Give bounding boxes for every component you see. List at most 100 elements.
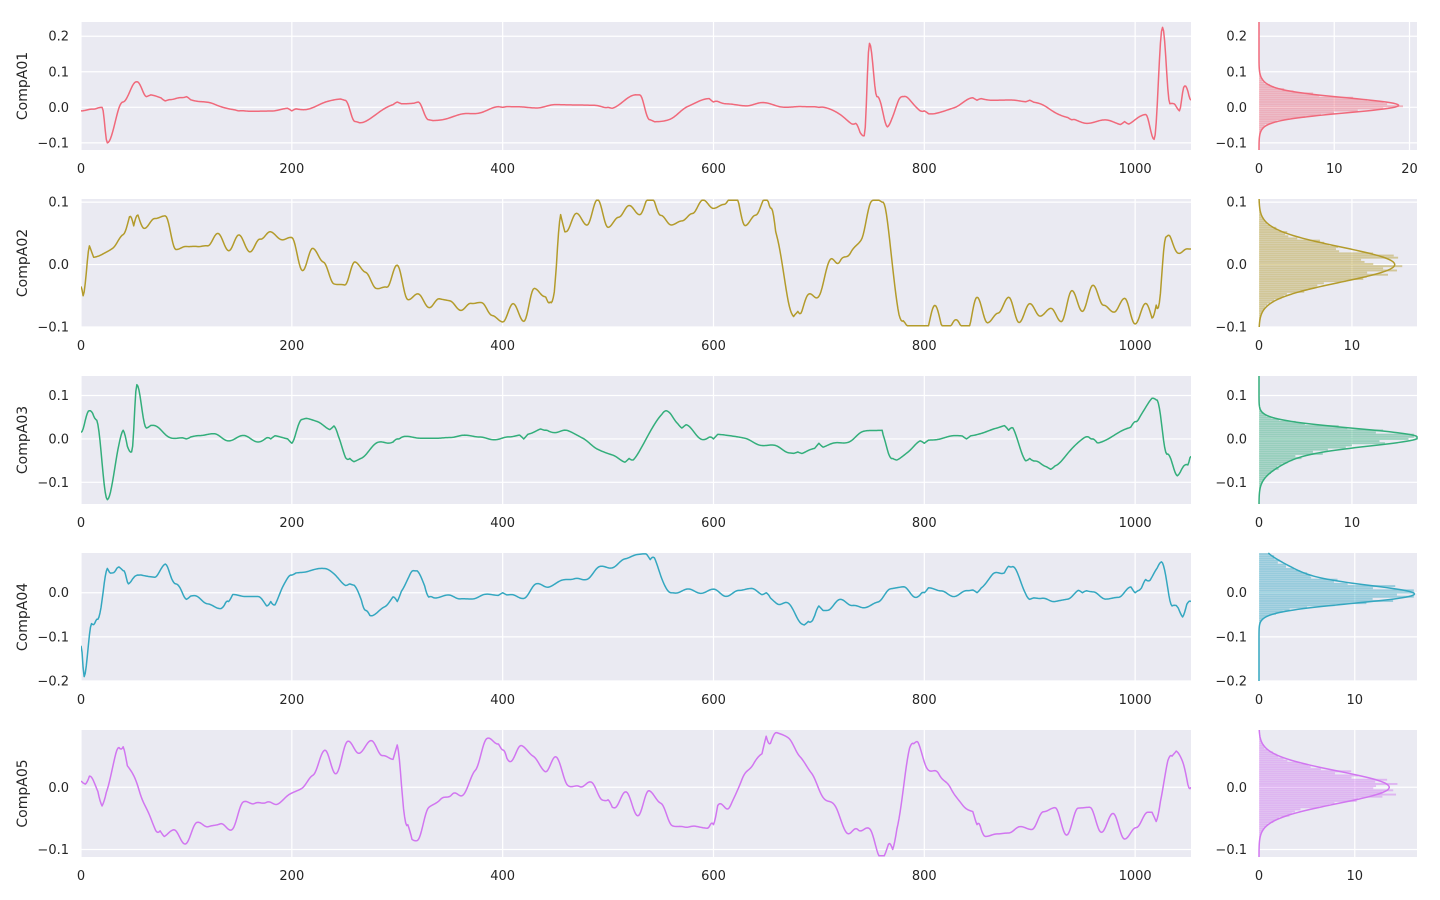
- hist-bar: [1259, 437, 1409, 440]
- hist-y-tick-label: −0.2: [1215, 675, 1247, 690]
- hist-bar: [1259, 553, 1270, 556]
- hist-bar: [1259, 614, 1268, 617]
- hist-bar: [1259, 246, 1339, 248]
- hist-panel-compa01: 0 10 20 −0.1 0.0 0.1 0.2: [1215, 22, 1418, 177]
- hist-bar: [1259, 608, 1290, 611]
- hist-bar: [1259, 763, 1309, 766]
- panel-compa02: 0 200 400 600 800 1000 −0.1 0.0 0.1 CompA02: [15, 196, 1191, 354]
- hist-bar: [1259, 252, 1374, 255]
- hist-bar: [1259, 431, 1376, 434]
- hist-bar: [1259, 759, 1288, 762]
- hist-bar: [1259, 440, 1380, 443]
- hist-bar: [1259, 111, 1335, 114]
- hist-bar: [1259, 563, 1287, 566]
- hist-bar: [1259, 90, 1294, 93]
- hist-bar: [1259, 92, 1314, 95]
- y-tick-label: −0.1: [37, 843, 69, 858]
- x-tick-label: 1000: [1119, 869, 1152, 884]
- hist-bar: [1259, 307, 1265, 310]
- hist-bar: [1259, 305, 1265, 308]
- hist-bar: [1259, 450, 1313, 453]
- hist-bar: [1259, 233, 1286, 236]
- hist-bar: [1259, 617, 1264, 620]
- hist-bar: [1259, 821, 1274, 824]
- panel-compa04: 0 200 400 600 800 1000 −0.2 −0.1 0.0 CompA04: [15, 553, 1191, 708]
- hist-bar: [1259, 122, 1272, 125]
- hist-bar: [1259, 286, 1317, 289]
- hist-bar: [1259, 761, 1300, 764]
- hist-bar: [1259, 237, 1298, 240]
- hist-bar: [1259, 776, 1352, 779]
- hist-bar: [1259, 580, 1334, 583]
- hist-y-tick-label: −0.1: [1215, 136, 1247, 151]
- x-tick-label: 0: [77, 693, 85, 708]
- hist-bar: [1259, 780, 1376, 783]
- hist-bar: [1259, 77, 1262, 80]
- y-axis-label: CompA03: [15, 406, 31, 474]
- x-tick-label: 0: [77, 516, 85, 531]
- hist-bar: [1259, 595, 1414, 598]
- x-tick-label: 1000: [1119, 693, 1152, 708]
- hist-bar: [1259, 81, 1265, 84]
- panel-compa01: 0 200 400 600 800 1000 −0.1 0.0 0.1 0.2 CompA01: [15, 22, 1191, 177]
- hist-bar: [1259, 126, 1264, 129]
- hist-bar: [1259, 260, 1365, 263]
- plot-area: [81, 22, 1191, 150]
- hist-bar: [1259, 423, 1305, 425]
- hist-bar: [1259, 593, 1397, 596]
- x-tick-label: 400: [490, 339, 515, 354]
- hist-bar: [1259, 799, 1357, 802]
- y-tick-label: 0.1: [48, 65, 69, 80]
- hist-bar: [1259, 284, 1318, 287]
- hist-bar: [1259, 561, 1278, 564]
- hist-bar: [1259, 557, 1275, 560]
- hist-bar: [1259, 222, 1267, 225]
- hist-bar: [1259, 427, 1348, 430]
- hist-bar: [1259, 418, 1280, 421]
- hist-bar: [1259, 578, 1338, 581]
- hist-bar: [1259, 810, 1295, 813]
- series-line: [81, 26, 1191, 144]
- hist-bar: [1259, 124, 1265, 127]
- x-tick-label: 200: [279, 693, 304, 708]
- hist-bar: [1259, 472, 1271, 475]
- hist-bar: [1259, 254, 1394, 257]
- hist-bar: [1259, 94, 1320, 97]
- series-line: [81, 199, 1191, 327]
- hist-bar: [1259, 278, 1364, 280]
- hist-bar: [1259, 130, 1261, 133]
- hist-bar: [1259, 559, 1280, 562]
- hist-bar: [1259, 476, 1265, 479]
- kde-curve: [1258, 198, 1396, 328]
- hist-bar: [1259, 785, 1377, 788]
- hist-bar: [1259, 744, 1264, 747]
- hist-bar: [1259, 410, 1262, 413]
- hist-bar: [1259, 263, 1374, 266]
- hist-bar: [1259, 83, 1270, 86]
- hist-bar: [1259, 118, 1290, 121]
- hist-x-tick-label: 0: [1255, 516, 1263, 531]
- hist-bar: [1259, 280, 1346, 283]
- x-tick-label: 200: [279, 516, 304, 531]
- hist-bar: [1259, 797, 1359, 800]
- hist-bar: [1259, 459, 1293, 462]
- hist-bar: [1259, 235, 1289, 238]
- hist-bar: [1259, 292, 1287, 295]
- hist-plot-area: [1259, 553, 1417, 681]
- hist-bar: [1259, 619, 1263, 622]
- x-tick-label: 200: [279, 339, 304, 354]
- hist-panel-compa03: 0 10 −0.1 0.0 0.1: [1215, 376, 1418, 531]
- hist-bar: [1259, 314, 1261, 317]
- hist-bar: [1259, 463, 1282, 466]
- y-tick-label: 0.2: [48, 30, 69, 45]
- hist-bar: [1259, 211, 1261, 214]
- x-tick-label: 600: [701, 693, 726, 708]
- hist-bar: [1259, 457, 1302, 460]
- x-tick-label: 800: [912, 869, 937, 884]
- hist-x-tick-label: 10: [1346, 869, 1363, 884]
- hist-bar: [1259, 795, 1383, 798]
- hist-bar: [1259, 585, 1396, 588]
- hist-bar: [1259, 482, 1262, 485]
- hist-bar: [1259, 295, 1284, 298]
- hist-bar: [1259, 109, 1358, 112]
